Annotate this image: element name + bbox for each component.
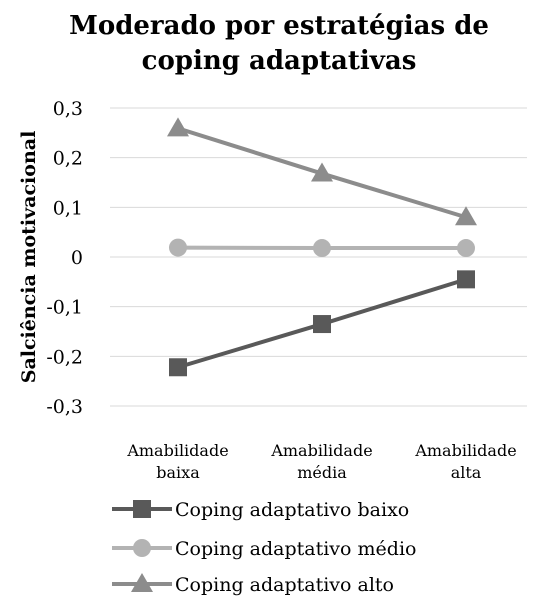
data-point xyxy=(313,315,331,334)
x-category-label: Amabilidade xyxy=(414,441,516,460)
x-category-label: média xyxy=(297,463,347,482)
y-tick-label: 0,1 xyxy=(53,197,83,219)
data-point xyxy=(455,206,477,226)
data-point xyxy=(167,117,189,137)
legend-label: Coping adaptativo alto xyxy=(175,574,394,596)
y-tick-label: -0,1 xyxy=(46,297,83,319)
data-point xyxy=(457,239,475,258)
y-tick-label: 0 xyxy=(71,247,83,269)
y-tick-label: -0,3 xyxy=(46,396,83,418)
y-axis-label: Salciência motivacional xyxy=(18,131,40,384)
data-point xyxy=(169,238,187,257)
data-point xyxy=(313,239,331,258)
x-category-label: Amabilidade xyxy=(270,441,372,460)
legend-marker xyxy=(133,500,151,518)
x-category-labels: Amabilidade baixa Amabilidade média Amabilid… xyxy=(126,441,516,482)
chart-title-line-1: Moderado por estratégias de xyxy=(69,11,489,41)
series-group xyxy=(167,117,477,377)
x-category-label: alta xyxy=(451,463,482,482)
legend-label: Coping adaptativo baixo xyxy=(175,499,409,521)
chart-title-line-2: coping adaptativas xyxy=(142,46,417,76)
legend-item: Coping adaptativo baixo xyxy=(112,499,409,521)
y-tick-label: 0,3 xyxy=(53,98,83,120)
series xyxy=(169,270,475,377)
series xyxy=(167,117,477,226)
gridlines xyxy=(110,107,527,407)
legend-marker xyxy=(131,573,153,592)
series xyxy=(169,238,475,258)
chart-title: Moderado por estratégias de coping adapt… xyxy=(69,11,489,76)
x-category-label: Amabilidade xyxy=(126,441,228,460)
y-tick-labels: 0,3 0,2 0,1 0 -0,1 -0,2 -0,3 xyxy=(46,98,83,418)
legend-label: Coping adaptativo médio xyxy=(175,538,416,560)
data-point xyxy=(311,162,333,182)
legend-item: Coping adaptativo alto xyxy=(112,573,394,596)
legend: Coping adaptativo baixo Coping adaptativo… xyxy=(112,499,416,596)
data-point xyxy=(169,358,187,377)
data-point xyxy=(457,270,475,289)
y-tick-label: 0,2 xyxy=(53,148,83,170)
legend-marker xyxy=(133,539,151,557)
x-category-label: baixa xyxy=(156,463,200,482)
legend-item: Coping adaptativo médio xyxy=(112,538,416,560)
y-tick-label: -0,2 xyxy=(46,346,83,368)
